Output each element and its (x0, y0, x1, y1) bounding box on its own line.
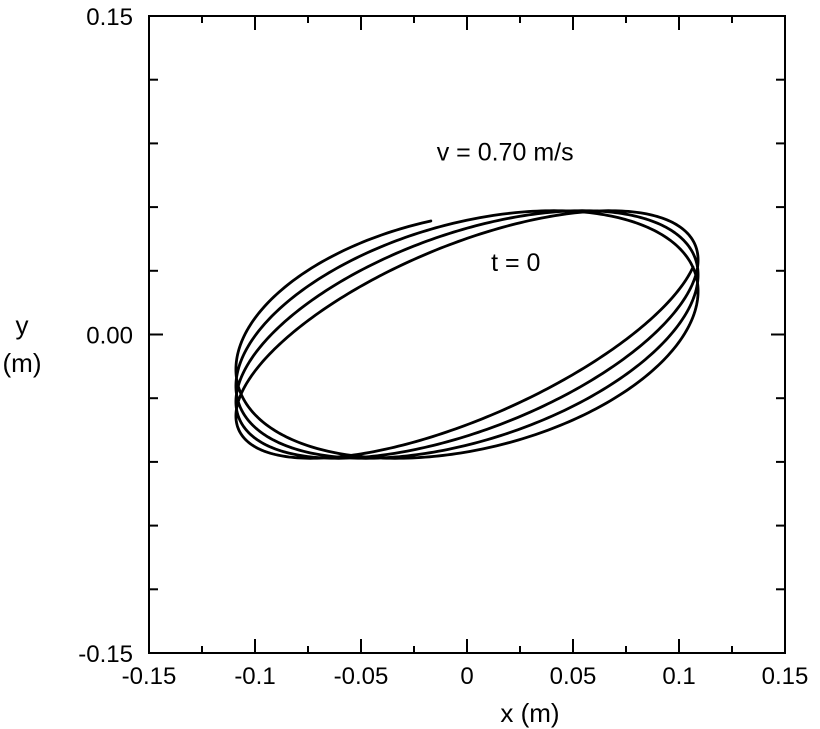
y-axis-label-line1: y (16, 310, 29, 340)
x-axis-label: x (m) (500, 698, 559, 728)
x-tick-label: 0.15 (762, 663, 809, 690)
chart-annotations: v = 0.70 m/s t = 0 (437, 138, 574, 276)
y-axis-label-line2: (m) (3, 348, 42, 378)
y-axis-ticks (149, 15, 785, 654)
x-tick-label: -0.15 (122, 663, 177, 690)
x-axis-ticks (148, 16, 786, 653)
y-tick-label: 0.15 (86, 4, 133, 31)
x-tick-label: 0.05 (550, 663, 597, 690)
chart-annotation: v = 0.70 m/s (437, 138, 574, 166)
x-axis-tick-labels: -0.15 -0.1 -0.05 0 0.05 0.1 0.15 (122, 663, 809, 690)
x-tick-label: -0.05 (334, 663, 389, 690)
y-axis-tick-labels: -0.15 0.00 0.15 (78, 4, 133, 668)
chart-annotation: t = 0 (491, 249, 540, 277)
y-tick-label: 0.00 (86, 323, 133, 350)
x-tick-label: -0.1 (234, 663, 275, 690)
x-tick-label: 0 (460, 663, 473, 690)
y-tick-label: -0.15 (78, 641, 133, 668)
x-tick-label: 0.1 (662, 663, 695, 690)
trajectory-curve (234, 209, 700, 460)
